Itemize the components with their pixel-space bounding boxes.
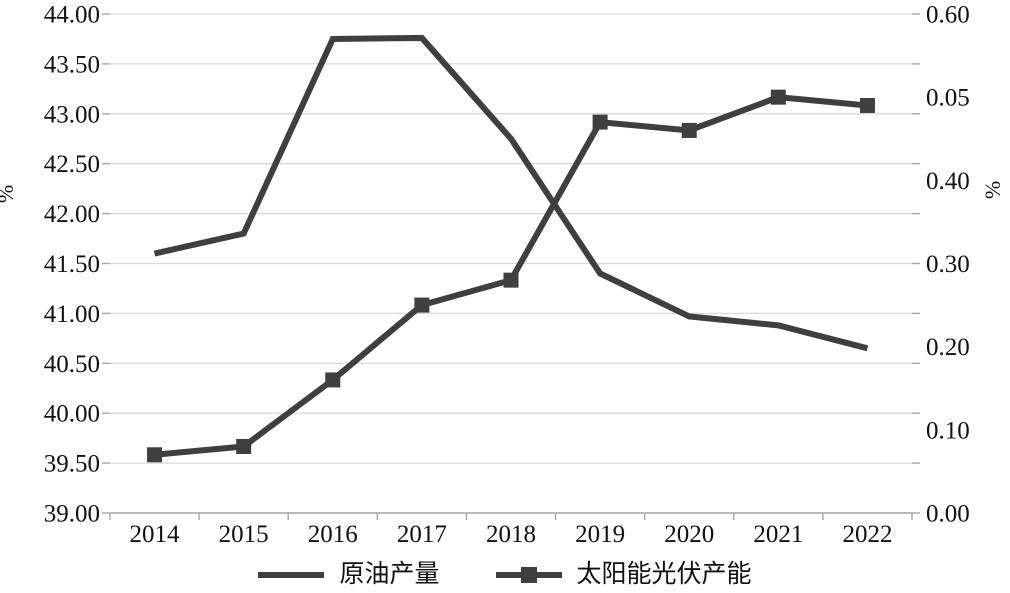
left-axis-tick-label: 41.00 <box>44 301 100 328</box>
left-axis-tick-label: 40.50 <box>44 351 100 378</box>
x-axis-tick-label: 2022 <box>842 521 892 548</box>
right-axis-tick-label: 0.05 <box>926 85 970 112</box>
x-axis-tick-label: 2016 <box>308 521 358 548</box>
x-axis-tick-label: 2014 <box>130 521 181 548</box>
right-axis-tick-label: 0.60 <box>926 2 970 29</box>
solar-pv-marker <box>681 122 697 138</box>
crude-oil-series-line <box>153 34 869 352</box>
right-axis-title: % <box>980 180 1006 200</box>
left-axis-tick-label: 43.00 <box>44 101 100 128</box>
left-axis-tick-label: 39.00 <box>44 501 100 528</box>
left-axis-tick-label: 42.50 <box>44 151 100 178</box>
left-axis-tick-label: 40.00 <box>44 401 100 428</box>
legend-item-solar-pv: 太阳能光伏产能 <box>495 560 752 590</box>
right-axis-tick-label: 0.00 <box>926 501 970 528</box>
x-axis-tick-label: 2017 <box>397 521 447 548</box>
solar-pv-marker <box>414 297 430 313</box>
solar-pv-marker <box>859 97 875 113</box>
legend-label-crude-oil: 原油产量 <box>339 561 440 588</box>
left-axis-tick-label: 39.50 <box>44 451 100 478</box>
x-axis-tick-label: 2019 <box>575 521 625 548</box>
x-axis-tick-label: 2015 <box>219 521 269 548</box>
solar-pv-line-square-symbol <box>495 567 562 583</box>
right-axis-tick-label: 0.40 <box>926 168 970 195</box>
left-axis-tick-label: 43.50 <box>44 51 100 78</box>
solar-pv-marker <box>147 447 163 463</box>
right-axis-tick-label: 0.30 <box>926 251 970 278</box>
left-axis-title: % <box>0 185 18 203</box>
legend: 原油产量 太阳能光伏产能 <box>0 560 1010 590</box>
chart-plot-area: 39.00 39.50 40.00 40.50 41.00 41.50 42.00 42.50… <box>44 2 970 549</box>
solar-pv-marker <box>770 89 786 105</box>
legend-item-crude-oil: 原油产量 <box>258 560 440 590</box>
solar-pv-marker <box>592 114 608 130</box>
solar-pv-marker <box>236 438 252 454</box>
x-axis-tick-label: 2020 <box>664 521 714 548</box>
solar-pv-marker <box>325 372 341 388</box>
solar-pv-marker <box>503 272 519 288</box>
left-axis-tick-label: 44.00 <box>44 2 100 29</box>
x-axis-tick-label: 2021 <box>753 521 803 548</box>
x-axis-tick-label: 2018 <box>486 521 536 548</box>
right-axis-tick-label: 0.10 <box>926 417 970 444</box>
right-axis-tick-label: 0.20 <box>926 334 970 361</box>
left-axis-tick-label: 42.00 <box>44 201 100 228</box>
legend-label-solar-pv: 太阳能光伏产能 <box>576 561 752 588</box>
left-axis-tick-label: 41.50 <box>44 251 100 278</box>
crude-oil-line-symbol <box>258 572 325 578</box>
